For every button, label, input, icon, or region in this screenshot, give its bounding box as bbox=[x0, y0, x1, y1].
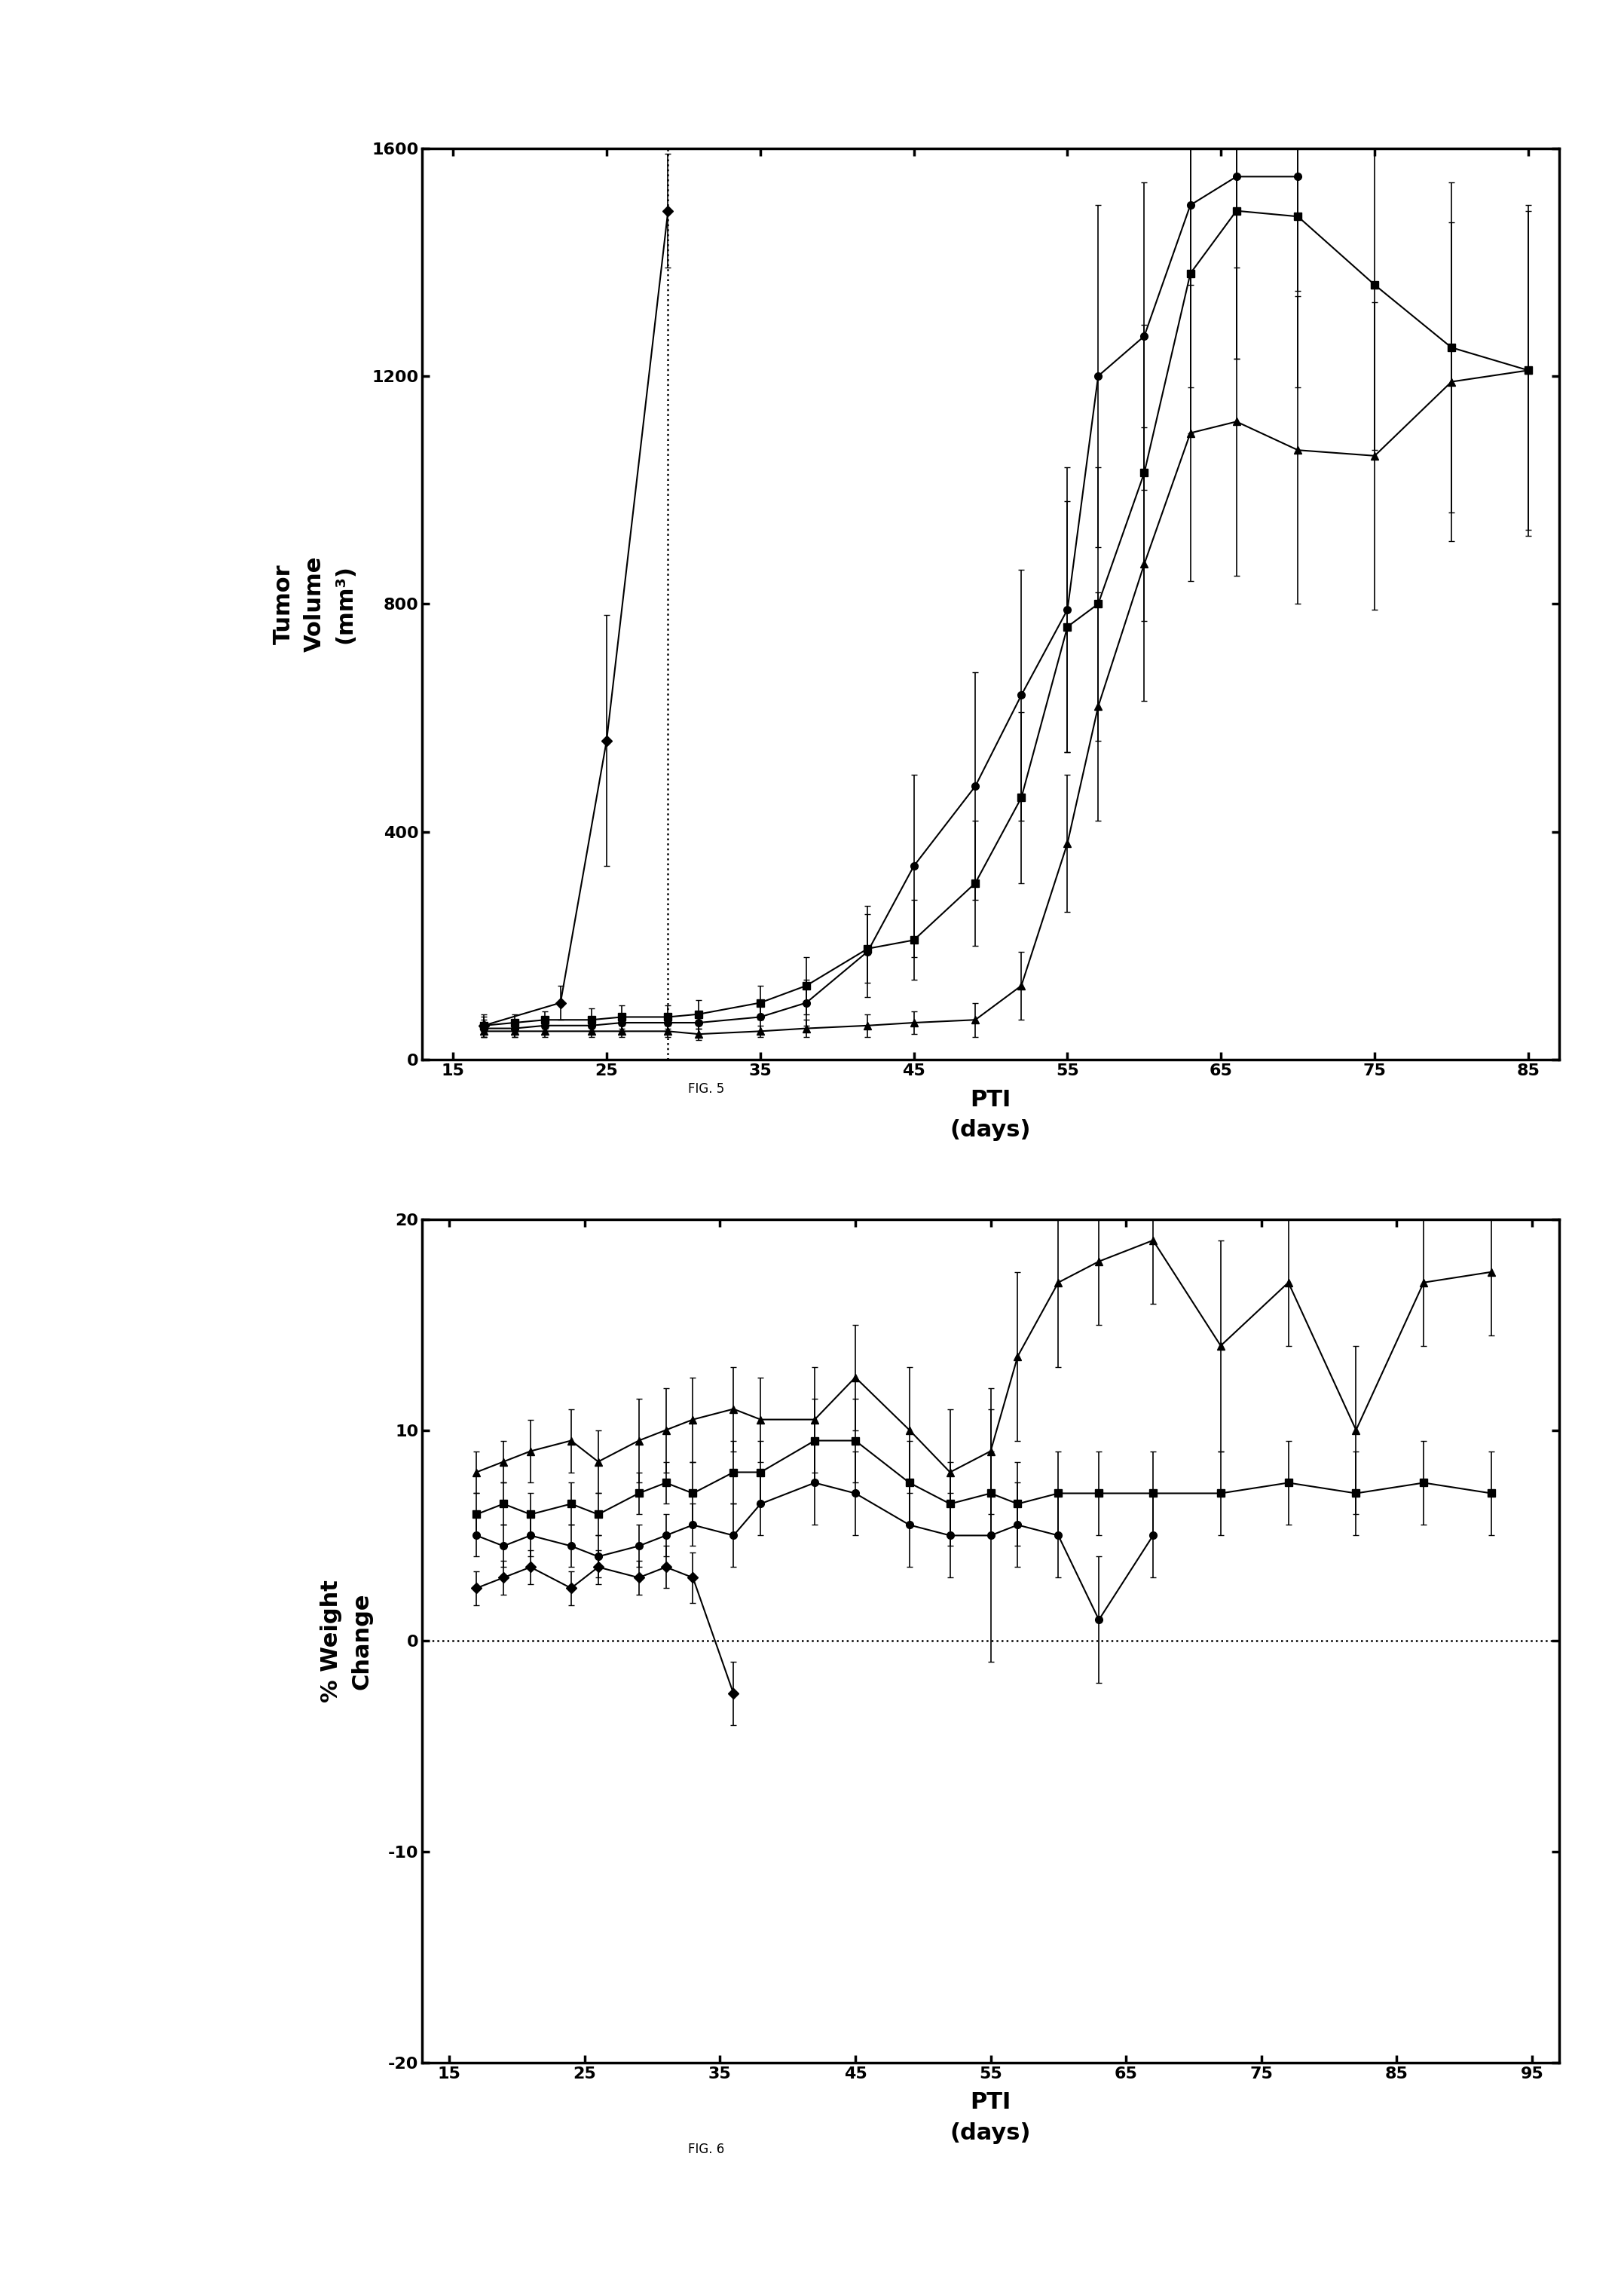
X-axis label: PTI
(days): PTI (days) bbox=[950, 2092, 1031, 2145]
Y-axis label: % Weight
Change: % Weight Change bbox=[320, 1579, 372, 1702]
Text: FIG. 6: FIG. 6 bbox=[689, 2142, 724, 2156]
Y-axis label: Tumor
Volume
(mm³): Tumor Volume (mm³) bbox=[273, 556, 356, 652]
Text: FIG. 5: FIG. 5 bbox=[689, 1083, 724, 1096]
X-axis label: PTI
(days): PTI (days) bbox=[950, 1089, 1031, 1142]
